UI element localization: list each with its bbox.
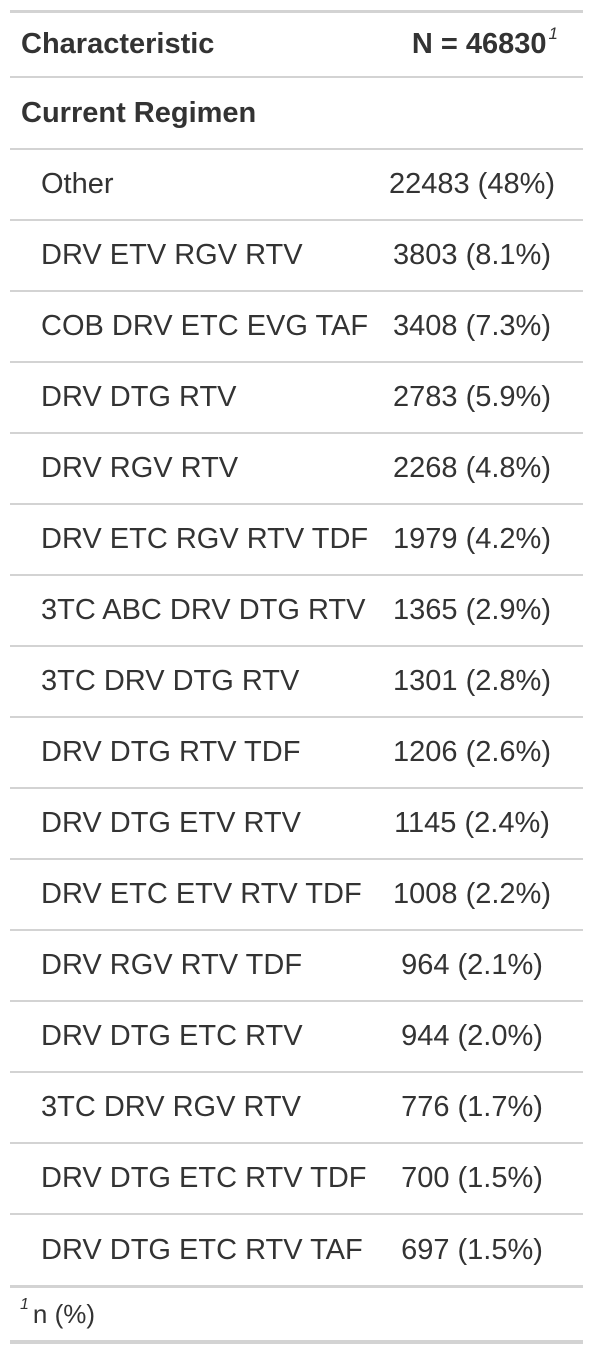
row-value: 1008 (2.2%)	[393, 878, 551, 910]
table-row: Other 22483 (48%)	[10, 150, 583, 221]
table-bottom-rule	[10, 1285, 583, 1288]
table-row: DRV ETC RGV RTV TDF 1979 (4.2%)	[10, 505, 583, 576]
header-n-label: N = 46830	[411, 28, 547, 60]
row-label: DRV DTG ETV RTV	[41, 807, 301, 839]
row-label: DRV DTG ETC RTV TAF	[41, 1233, 363, 1266]
row-value: 964 (2.1%)	[401, 949, 543, 981]
row-value: 1206 (2.6%)	[393, 736, 551, 768]
footnote-text: n (%)	[32, 1298, 96, 1329]
header-characteristic: Characteristic	[21, 28, 215, 60]
row-label: DRV ETV RGV RTV	[41, 239, 303, 271]
row-label: DRV DTG RTV TDF	[41, 736, 301, 768]
table-row: DRV DTG ETV RTV 1145 (2.4%)	[10, 789, 583, 860]
row-label: COB DRV ETC EVG TAF	[41, 310, 369, 342]
row-value: 3408 (7.3%)	[393, 310, 551, 342]
row-label: DRV DTG RTV	[41, 381, 237, 413]
header-footnote-marker: 1	[548, 23, 558, 43]
footnote-marker: 1	[20, 1296, 29, 1313]
table-row: DRV DTG ETC RTV TDF 700 (1.5%)	[10, 1144, 583, 1215]
table-row: DRV DTG ETC RTV TAF 697 (1.5%)	[10, 1215, 583, 1285]
row-value: 2268 (4.8%)	[393, 452, 551, 484]
row-label: Other	[41, 168, 114, 200]
table-row: 3TC DRV DTG RTV 1301 (2.8%)	[10, 647, 583, 718]
row-label: DRV RGV RTV	[41, 452, 239, 484]
table-row: DRV DTG RTV 2783 (5.9%)	[10, 363, 583, 434]
row-label: 3TC ABC DRV DTG RTV	[41, 594, 366, 626]
row-value: 1365 (2.9%)	[393, 594, 551, 626]
group-row-current-regimen: Current Regimen	[10, 78, 583, 150]
table-row: 3TC ABC DRV DTG RTV 1365 (2.9%)	[10, 576, 583, 647]
row-value: 1979 (4.2%)	[393, 523, 551, 555]
row-value: 944 (2.0%)	[401, 1020, 543, 1052]
table-row: DRV DTG RTV TDF 1206 (2.6%)	[10, 718, 583, 789]
table-row: DRV ETV RGV RTV 3803 (8.1%)	[10, 221, 583, 292]
row-value: 776 (1.7%)	[401, 1091, 543, 1123]
row-label: 3TC DRV RGV RTV	[41, 1091, 301, 1123]
row-label: DRV DTG ETC RTV TDF	[41, 1162, 367, 1194]
table-top-rule	[10, 10, 583, 13]
row-label: DRV ETC ETV RTV TDF	[41, 878, 362, 910]
group-label: Current Regimen	[21, 96, 257, 129]
row-value: 700 (1.5%)	[401, 1162, 543, 1194]
row-value: 1145 (2.4%)	[394, 807, 550, 839]
table-final-rule	[10, 1340, 583, 1344]
row-value: 697 (1.5%)	[401, 1233, 543, 1266]
row-value: 3803 (8.1%)	[393, 239, 551, 271]
row-value: 1301 (2.8%)	[393, 665, 551, 697]
row-label: DRV ETC RGV RTV TDF	[41, 523, 369, 555]
row-label: DRV RGV RTV TDF	[41, 949, 303, 981]
row-label: DRV DTG ETC RTV	[41, 1020, 303, 1052]
table-row: DRV ETC ETV RTV TDF 1008 (2.2%)	[10, 860, 583, 931]
table-row: DRV DTG ETC RTV 944 (2.0%)	[10, 1002, 583, 1073]
summary-table: Characteristic N = 46830 1 Current Regime…	[10, 10, 583, 1344]
row-label: 3TC DRV DTG RTV	[41, 665, 300, 697]
table-header-row: Characteristic N = 46830 1	[10, 13, 583, 78]
table-row: COB DRV ETC EVG TAF 3408 (7.3%)	[10, 292, 583, 363]
table-row: DRV RGV RTV TDF 964 (2.1%)	[10, 931, 583, 1002]
header-n: N = 46830 1	[358, 13, 558, 76]
row-value: 22483 (48%)	[388, 168, 556, 200]
table-row: DRV RGV RTV 2268 (4.8%)	[10, 434, 583, 505]
table-row: 3TC DRV RGV RTV 776 (1.7%)	[10, 1073, 583, 1144]
row-value: 2783 (5.9%)	[393, 381, 551, 413]
